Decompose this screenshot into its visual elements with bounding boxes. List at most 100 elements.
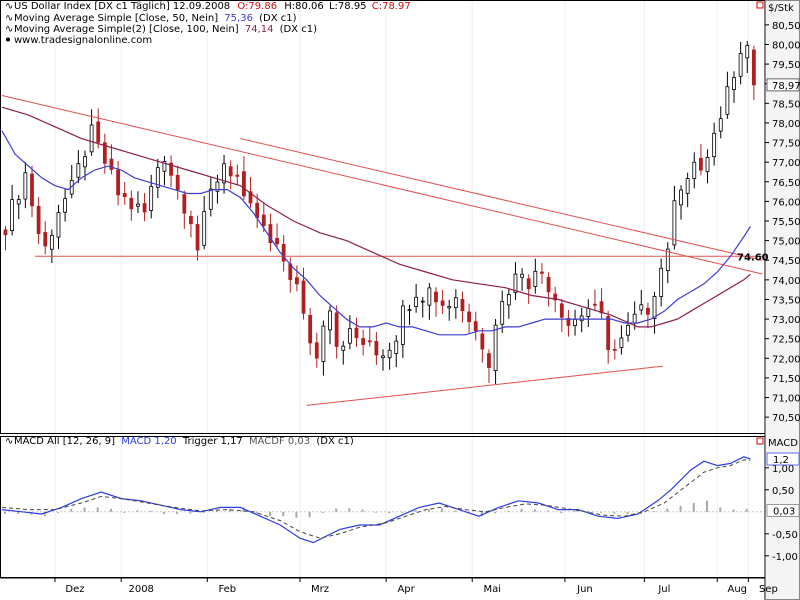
price-tick-label: 74,00 xyxy=(772,276,800,287)
candle-body xyxy=(155,167,160,188)
price-tick-label: 71,50 xyxy=(772,374,800,385)
histogram-bar xyxy=(732,509,735,512)
candle-body xyxy=(632,313,637,324)
main-legend: ∿ US Dollar Index [DX c1 Täglich] 12.09.… xyxy=(5,1,411,46)
candle-body xyxy=(533,270,538,287)
histogram-bar xyxy=(83,507,86,512)
histogram-bar xyxy=(547,510,550,512)
macd-tick-label: -1,00 xyxy=(772,552,798,563)
price-tick-label: 76,50 xyxy=(772,178,800,189)
trendline xyxy=(1,94,763,275)
candle-body xyxy=(513,273,518,293)
candle-body xyxy=(566,318,571,326)
candle-body xyxy=(453,297,458,308)
candle-body xyxy=(96,121,101,143)
last-price-label: 78,97 xyxy=(772,81,800,92)
gridlines xyxy=(54,0,749,577)
histogram-bar xyxy=(586,510,589,512)
value-markers: 78,97 74.60 1,2 0,03 xyxy=(737,1,800,517)
candle-body xyxy=(546,276,551,293)
candle-body xyxy=(228,166,233,177)
histogram-bar xyxy=(70,508,73,512)
histogram-bar xyxy=(123,511,126,513)
candle-body xyxy=(367,340,372,343)
histogram-bar xyxy=(494,511,497,514)
histogram-bar xyxy=(17,511,20,514)
price-tick-label: 77,00 xyxy=(772,158,800,169)
histogram-bar xyxy=(56,511,59,513)
macd-tick-label: 0,50 xyxy=(772,486,794,497)
histogram-bar xyxy=(361,509,364,512)
price-tick-label: 70,50 xyxy=(772,413,800,424)
candle-body xyxy=(487,353,491,368)
candle-body xyxy=(10,199,15,231)
candle-body xyxy=(553,293,558,301)
histogram-bar xyxy=(560,511,563,514)
histogram-bar xyxy=(43,511,46,517)
histogram-bar xyxy=(136,510,139,512)
trendline xyxy=(306,365,664,406)
indicator-lines xyxy=(1,94,763,544)
histogram-bar xyxy=(414,510,417,512)
candle-body xyxy=(526,278,531,290)
candle-body xyxy=(235,174,240,177)
candle-body xyxy=(169,162,173,176)
candle-body xyxy=(308,314,313,344)
histogram-bar xyxy=(533,509,536,512)
candle-body xyxy=(49,235,54,250)
histogram-bar xyxy=(282,511,285,517)
price-tick-label: 77,50 xyxy=(772,139,800,150)
price-tick-label: 72,00 xyxy=(772,354,800,365)
red-corner-marker xyxy=(756,437,764,445)
macd-axis-header: MACD xyxy=(768,438,798,449)
legend-ma50: Moving Average Simple [Close, 50, Nein] … xyxy=(14,13,297,24)
price-tick-label: 78,00 xyxy=(772,119,800,130)
candle-body xyxy=(520,273,524,278)
legend-icon: ∿ xyxy=(5,436,13,447)
candle-body xyxy=(639,304,644,311)
candle-body xyxy=(738,53,743,77)
candle-body xyxy=(493,324,498,371)
legend-icon: ∿ xyxy=(5,1,13,12)
candle-body xyxy=(652,296,657,320)
candle-body xyxy=(414,296,419,307)
macd-line xyxy=(1,456,751,544)
histogram-bar xyxy=(507,510,510,512)
histogram-bar xyxy=(626,511,629,514)
candle-body xyxy=(76,163,81,178)
candle-body xyxy=(3,229,8,236)
histogram-bar xyxy=(745,508,748,512)
candle-body xyxy=(109,158,114,170)
histogram-bar xyxy=(374,511,377,513)
candle-body xyxy=(56,212,61,238)
time-tick-label: Apr xyxy=(397,584,415,595)
candle-body xyxy=(434,291,438,303)
candle-body xyxy=(295,277,299,285)
candle-body xyxy=(63,198,68,213)
candle-body xyxy=(215,181,220,192)
time-tick-label: 2008 xyxy=(128,584,153,595)
histogram-bar xyxy=(189,511,192,514)
candle-body xyxy=(175,174,180,191)
candle-body xyxy=(136,203,140,207)
price-tick-label: 80,00 xyxy=(772,40,800,51)
candle-body xyxy=(606,316,611,351)
legend-macd: MACD All [12, 26, 9] MACD 1,20 Trigger 1… xyxy=(14,436,354,447)
candle-body xyxy=(381,355,385,358)
histogram-bar xyxy=(335,508,338,512)
candle-body xyxy=(593,303,597,306)
candle-body xyxy=(242,171,246,197)
histogram-bar xyxy=(573,510,576,512)
histogram-bar xyxy=(308,511,311,518)
histogram-bar xyxy=(666,508,669,512)
candle-body xyxy=(400,305,405,345)
macd-tick-label: 1,00 xyxy=(772,464,794,475)
candle-body xyxy=(712,132,717,158)
candle-body xyxy=(30,173,34,207)
candle-body xyxy=(361,338,366,345)
candle-body xyxy=(83,156,87,168)
candle-body xyxy=(281,243,286,262)
histogram-bar xyxy=(295,511,298,518)
time-tick-label: Feb xyxy=(218,584,236,595)
